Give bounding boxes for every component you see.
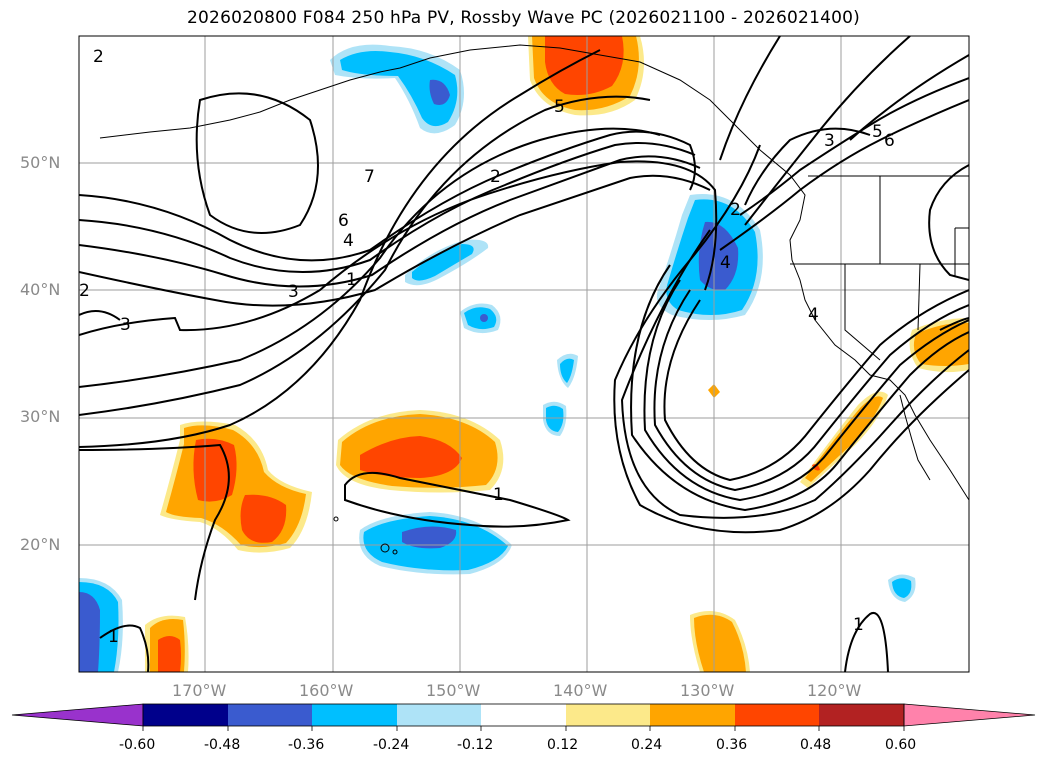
contour-label: 3 [288,282,299,302]
colorbar-tick-label: 0.24 [631,737,663,753]
lon-label: 150°W [426,681,481,700]
colorbar-tick-label: -0.36 [288,737,325,753]
contour-label: 5 [554,97,565,117]
lat-label: 30°N [20,407,61,426]
colorbar-extend-low [11,703,144,727]
map-title: 2026020800 F084 250 hPa PV, Rossby Wave … [187,8,860,28]
contour-label: 1 [853,615,864,635]
contour-label: 2 [730,200,741,220]
contour-label: 3 [824,131,835,151]
lon-label: 170°W [172,681,227,700]
contour-label: 1 [493,485,504,505]
contour-label: 3 [120,315,131,335]
lon-label: 120°W [807,681,862,700]
contour-label: 1 [346,270,357,290]
colorbar-bin [650,704,735,726]
colorbar-bin [735,704,819,726]
colorbar-bin [312,704,397,726]
contour-label: 4 [720,253,731,273]
lon-label: 130°W [680,681,735,700]
colorbar-tick-label: 0.48 [800,737,832,753]
contour-label: 2 [79,281,90,301]
colorbar-bin [397,704,481,726]
colorbar-tick-label: -0.12 [457,737,494,753]
contour-label: 6 [884,131,895,151]
contour-label: 1 [108,627,119,647]
colorbar-bin [481,704,566,726]
contour-label: 4 [808,305,819,325]
pv-contours [79,36,969,672]
colorbar-bin [819,704,904,726]
contour-label: 2 [93,47,104,67]
lon-label: 140°W [553,681,608,700]
lat-label: 40°N [20,280,61,299]
colorbar-tick-label: 0.60 [885,737,917,753]
lat-label: 50°N [20,153,61,172]
shading-layer [79,36,969,672]
contour-label: 6 [338,211,349,231]
colorbar [11,703,1036,731]
contour-label: 5 [872,122,883,142]
colorbar-tick-label: -0.60 [119,737,156,753]
colorbar-extend-high [903,703,1036,727]
colorbar-tick-label: -0.24 [373,737,410,753]
lat-label: 20°N [20,535,61,554]
colorbar-tick-label: -0.48 [204,737,241,753]
contour-labels: 7 6 4 3 1 2 1 2 4 3 5 6 4 5 1 1 3 2 2 [79,47,895,647]
colorbar-tick-label: 0.12 [547,737,579,753]
contour-label: 2 [490,167,501,187]
contour-label: 4 [343,231,354,251]
graticule [79,36,969,672]
colorbar-bin [566,704,650,726]
colorbar-bin [143,704,228,726]
contour-label: 7 [364,167,375,187]
colorbar-tick-label: 0.36 [716,737,748,753]
colorbar-bin [228,704,312,726]
lon-label: 160°W [299,681,354,700]
map-frame [78,35,970,673]
coastlines [99,44,969,555]
